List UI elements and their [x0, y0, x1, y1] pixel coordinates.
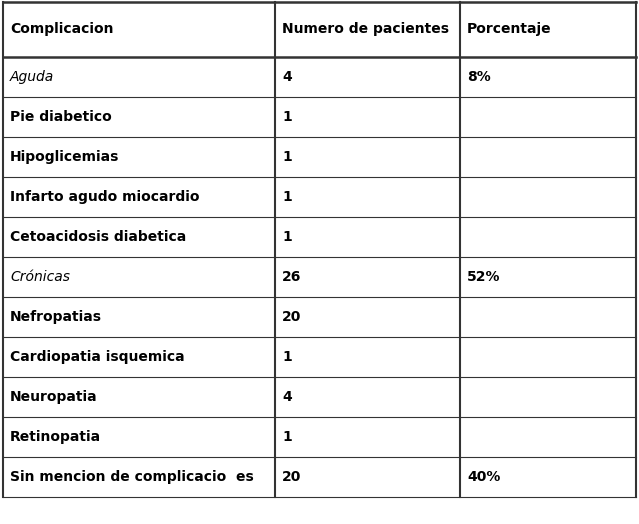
Text: 1: 1	[282, 230, 292, 244]
Text: Numero de pacientes: Numero de pacientes	[282, 23, 449, 37]
Text: Nefropatias: Nefropatias	[10, 310, 102, 324]
Text: Cetoacidosis diabetica: Cetoacidosis diabetica	[10, 230, 186, 244]
Text: 1: 1	[282, 430, 292, 444]
Text: 20: 20	[282, 310, 302, 324]
Text: 26: 26	[282, 270, 302, 284]
Text: 52%: 52%	[467, 270, 500, 284]
Text: 20: 20	[282, 470, 302, 484]
Text: Complicacion: Complicacion	[10, 23, 114, 37]
Text: 1: 1	[282, 110, 292, 124]
Text: Infarto agudo miocardio: Infarto agudo miocardio	[10, 190, 199, 204]
Text: 1: 1	[282, 150, 292, 164]
Text: 1: 1	[282, 350, 292, 364]
Text: Pie diabetico: Pie diabetico	[10, 110, 112, 124]
Text: Sin mencion de complicacio  es: Sin mencion de complicacio es	[10, 470, 254, 484]
Text: 4: 4	[282, 390, 292, 404]
Text: Cardiopatia isquemica: Cardiopatia isquemica	[10, 350, 185, 364]
Text: Porcentaje: Porcentaje	[467, 23, 551, 37]
Text: Aguda: Aguda	[10, 70, 54, 84]
Text: Crónicas: Crónicas	[10, 270, 70, 284]
Text: 8%: 8%	[467, 70, 491, 84]
Text: Hipoglicemias: Hipoglicemias	[10, 150, 119, 164]
Text: 4: 4	[282, 70, 292, 84]
Text: Neuropatia: Neuropatia	[10, 390, 98, 404]
Text: Retinopatia: Retinopatia	[10, 430, 101, 444]
Text: 40%: 40%	[467, 470, 500, 484]
Text: 1: 1	[282, 190, 292, 204]
